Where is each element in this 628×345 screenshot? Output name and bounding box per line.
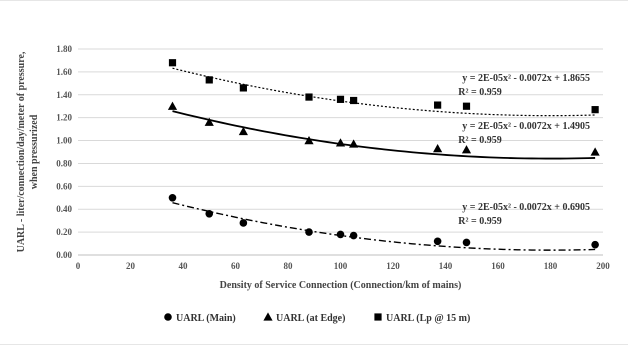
trendline-uarl-at-edge bbox=[172, 110, 596, 160]
data-point-uarl-at-edge bbox=[590, 147, 600, 156]
data-point-uarl-at-edge bbox=[433, 143, 443, 153]
y-tick-label: 1.80 bbox=[56, 44, 72, 54]
y-tick-label: 1.60 bbox=[56, 67, 72, 77]
legend-marker-uarl-main bbox=[164, 313, 172, 321]
x-tick-label: 140 bbox=[439, 261, 453, 271]
trendline-uarl-lp-15-m bbox=[172, 67, 596, 117]
trendline-r-squared: R² = 0.959 bbox=[458, 87, 501, 98]
x-tick-label: 120 bbox=[386, 261, 400, 271]
trendline-layer bbox=[172, 67, 596, 251]
data-point-uarl-lp-15-m bbox=[591, 106, 599, 114]
axis-layer: 0.00 0.20 0.40 0.60 0.80 1.00 1.20 1.40 1.60 1.80… bbox=[16, 44, 610, 291]
legend-marker-uarl-lp-15-m bbox=[374, 313, 382, 321]
data-point-uarl-at-edge bbox=[238, 126, 248, 136]
data-point-uarl-at-edge bbox=[204, 117, 214, 126]
y-tick-label: 0.00 bbox=[56, 250, 72, 260]
y-tick-label: 0.60 bbox=[56, 181, 72, 191]
data-point-uarl-at-edge bbox=[167, 101, 178, 110]
x-tick-label: 80 bbox=[284, 261, 294, 271]
x-axis-title: Density of Service Connection (Connectio… bbox=[220, 280, 462, 291]
data-point-uarl-main bbox=[591, 240, 599, 249]
y-axis-title: UARL - liter/connection/day/meter of pre… bbox=[16, 51, 40, 252]
data-point-uarl-main bbox=[239, 219, 248, 227]
data-point-uarl-lp-15-m bbox=[462, 102, 471, 110]
data-point-uarl-lp-15-m bbox=[336, 95, 345, 103]
x-tick-label: 200 bbox=[596, 261, 610, 271]
y-tick-label: 1.00 bbox=[56, 136, 72, 146]
y-tick-label: 0.40 bbox=[56, 204, 72, 214]
legend-label-uarl-main: UARL (Main) bbox=[176, 313, 236, 324]
data-point-uarl-at-edge bbox=[335, 138, 346, 147]
y-tick-label: 1.40 bbox=[56, 90, 72, 100]
y-tick-label: 0.80 bbox=[56, 158, 72, 168]
legend-label-uarl-lp-15-m: UARL (Lp @ 15 m) bbox=[386, 313, 470, 324]
trendline-equation: y = 2E-05x² - 0.0072x + 1.4905 bbox=[462, 121, 590, 132]
data-point-uarl-at-edge bbox=[304, 135, 314, 145]
x-tick-label: 160 bbox=[491, 261, 505, 271]
data-point-uarl-main bbox=[349, 231, 358, 240]
x-tick-label: 60 bbox=[231, 261, 241, 271]
legend-label-uarl-at-edge: UARL (at Edge) bbox=[276, 313, 345, 324]
data-point-uarl-lp-15-m bbox=[239, 84, 247, 92]
trendline-r-squared: R² = 0.959 bbox=[458, 135, 501, 146]
data-point-uarl-main bbox=[433, 237, 442, 246]
x-tick-label: 100 bbox=[334, 261, 348, 271]
x-tick-label: 180 bbox=[544, 261, 558, 271]
data-point-uarl-main bbox=[336, 230, 345, 239]
x-tick-label: 0 bbox=[76, 261, 81, 271]
data-point-uarl-lp-15-m bbox=[350, 96, 358, 105]
trendline-equation: y = 2E-05x² - 0.0072x + 1.8655 bbox=[462, 73, 590, 84]
data-point-uarl-lp-15-m bbox=[305, 93, 313, 101]
data-point-uarl-main bbox=[305, 228, 313, 236]
marker-layer bbox=[167, 59, 600, 249]
x-tick-label: 40 bbox=[179, 261, 189, 271]
data-point-uarl-main bbox=[168, 193, 177, 202]
legend-marker-uarl-at-edge bbox=[263, 312, 273, 321]
data-point-uarl-lp-15-m bbox=[434, 101, 442, 109]
data-point-uarl-lp-15-m bbox=[168, 59, 177, 67]
trendline-r-squared: R² = 0.959 bbox=[458, 216, 501, 227]
trendline-uarl-main bbox=[172, 201, 596, 251]
x-tick-label: 20 bbox=[126, 261, 136, 271]
y-tick-label: 0.20 bbox=[56, 227, 72, 237]
data-point-uarl-at-edge bbox=[461, 145, 472, 154]
data-point-uarl-main bbox=[205, 210, 214, 218]
trendline-equation: y = 2E-05x² - 0.0072x + 0.6905 bbox=[462, 202, 590, 213]
y-tick-label: 1.20 bbox=[56, 113, 72, 123]
data-point-uarl-at-edge bbox=[349, 139, 359, 148]
data-point-uarl-main bbox=[462, 238, 471, 247]
annotation-layer: y = 2E-05x² - 0.0072x + 0.6905 R² = 0.959… bbox=[458, 73, 590, 227]
legend: UARL (Main) UARL (at Edge) UARL (Lp @ 15 m… bbox=[164, 312, 470, 324]
data-point-uarl-lp-15-m bbox=[205, 76, 213, 84]
